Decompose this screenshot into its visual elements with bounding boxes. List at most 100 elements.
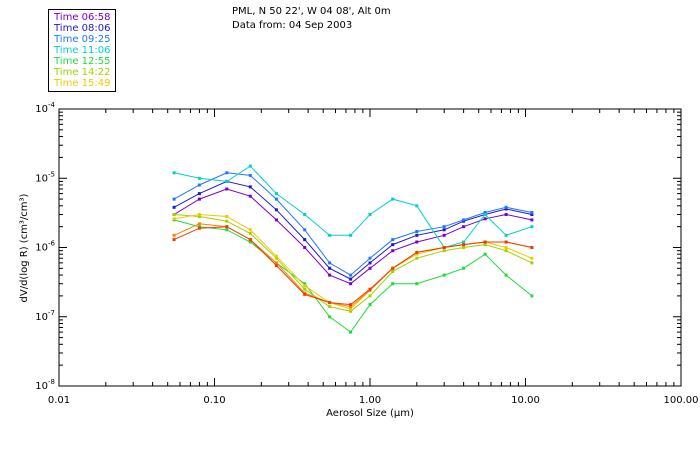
data-point bbox=[328, 233, 332, 237]
data-point bbox=[349, 277, 353, 281]
data-point bbox=[462, 246, 466, 249]
data-point bbox=[172, 197, 176, 201]
data-point bbox=[274, 208, 278, 212]
data-point bbox=[462, 243, 466, 247]
data-point bbox=[349, 282, 353, 286]
data-point bbox=[349, 307, 353, 311]
y-tick-label: 10-8 bbox=[35, 378, 55, 392]
data-point bbox=[504, 213, 508, 216]
data-point bbox=[368, 303, 372, 307]
data-point bbox=[197, 222, 201, 226]
data-point bbox=[303, 238, 307, 242]
series-line bbox=[173, 165, 533, 249]
data-point bbox=[197, 226, 201, 230]
data-point bbox=[530, 213, 534, 216]
series-line bbox=[173, 180, 533, 280]
data-point bbox=[172, 205, 176, 209]
series-group bbox=[172, 225, 534, 307]
data-point bbox=[349, 309, 353, 313]
data-point bbox=[225, 228, 229, 232]
data-point bbox=[248, 231, 252, 235]
x-tick-label: 0.10 bbox=[203, 395, 225, 406]
data-point bbox=[274, 218, 278, 222]
data-point bbox=[197, 183, 201, 187]
data-point bbox=[349, 305, 353, 309]
data-point bbox=[530, 225, 534, 229]
data-point bbox=[391, 270, 395, 273]
legend-entry: Time 09:25 bbox=[54, 34, 111, 45]
data-point bbox=[274, 197, 278, 201]
data-point bbox=[248, 238, 252, 242]
data-point bbox=[197, 176, 201, 180]
data-point bbox=[349, 303, 353, 307]
data-point bbox=[328, 315, 332, 319]
data-point bbox=[368, 256, 372, 260]
data-point bbox=[442, 228, 446, 232]
data-point bbox=[197, 213, 201, 216]
data-point bbox=[415, 230, 419, 233]
data-point bbox=[462, 218, 466, 222]
data-point bbox=[225, 179, 229, 183]
data-point bbox=[172, 213, 176, 216]
data-point bbox=[530, 256, 534, 260]
y-tick-label: 10-5 bbox=[35, 170, 55, 184]
data-point bbox=[303, 287, 307, 291]
data-point bbox=[462, 266, 466, 270]
data-point bbox=[303, 228, 307, 232]
data-point bbox=[483, 217, 487, 221]
data-point bbox=[415, 282, 419, 286]
data-point bbox=[328, 266, 332, 270]
data-point bbox=[328, 261, 332, 265]
data-point bbox=[368, 261, 372, 265]
legend-entry: Time 12:55 bbox=[54, 56, 111, 67]
y-tick-label: 10-7 bbox=[35, 309, 55, 323]
data-point bbox=[349, 233, 353, 237]
data-point bbox=[391, 238, 395, 242]
data-point bbox=[172, 233, 176, 237]
data-point bbox=[303, 284, 307, 288]
series-group bbox=[172, 179, 534, 281]
data-point bbox=[274, 192, 278, 196]
data-point bbox=[274, 254, 278, 258]
data-point bbox=[391, 266, 395, 270]
series-group bbox=[172, 164, 534, 249]
data-point bbox=[504, 205, 508, 209]
data-point bbox=[504, 233, 508, 237]
series-line bbox=[174, 214, 533, 312]
data-point bbox=[530, 211, 534, 214]
x-tick-label: 0.01 bbox=[48, 395, 70, 406]
data-point bbox=[349, 330, 353, 334]
data-point bbox=[172, 217, 176, 221]
legend-entry: Time 14:22 bbox=[54, 67, 111, 78]
x-tick-label: 10.00 bbox=[511, 395, 540, 406]
data-point bbox=[368, 294, 372, 298]
data-point bbox=[391, 249, 395, 253]
data-point bbox=[504, 249, 508, 253]
data-point bbox=[274, 264, 278, 267]
data-point bbox=[225, 219, 229, 223]
data-point bbox=[504, 240, 508, 244]
data-point bbox=[225, 225, 229, 229]
data-point bbox=[504, 207, 508, 211]
data-point bbox=[274, 256, 278, 260]
data-point bbox=[391, 243, 395, 247]
data-point bbox=[225, 215, 229, 218]
data-point bbox=[248, 240, 252, 244]
data-point bbox=[442, 225, 446, 229]
data-point bbox=[483, 211, 487, 214]
data-point bbox=[248, 185, 252, 189]
legend-entry: Time 15:49 bbox=[54, 78, 111, 89]
data-point bbox=[225, 187, 229, 191]
data-point bbox=[368, 266, 372, 270]
data-point bbox=[462, 225, 466, 229]
data-point bbox=[483, 243, 487, 247]
data-point bbox=[415, 240, 419, 244]
series-line bbox=[173, 223, 533, 308]
data-point bbox=[303, 246, 307, 249]
data-point bbox=[328, 301, 332, 305]
series-group bbox=[172, 218, 534, 334]
data-point bbox=[349, 273, 353, 277]
data-point bbox=[415, 233, 419, 237]
data-point bbox=[483, 213, 487, 216]
